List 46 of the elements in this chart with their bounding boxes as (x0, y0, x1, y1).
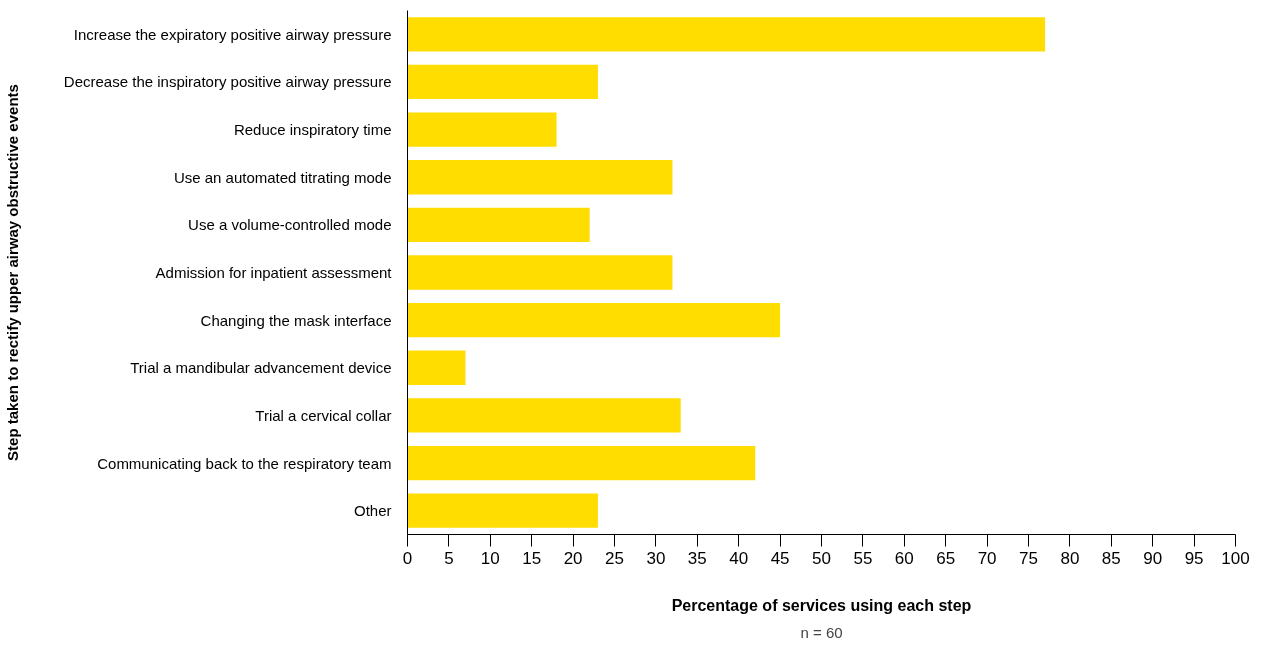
x-tick-label: 30 (646, 548, 666, 568)
y-tick-label: Use an automated titrating mode (173, 168, 392, 186)
y-tick-label: Other (353, 502, 392, 520)
x-tick-label: 25 (605, 548, 624, 568)
y-tick-label: Use a volume-controlled mode (188, 216, 392, 234)
bar (407, 17, 1046, 52)
bar (407, 64, 598, 100)
x-tick-label: 65 (936, 548, 956, 568)
y-tick-label: Decrease the inspiratory positive airway pressure (63, 73, 392, 91)
y-tick-label: Admission for inpatient assessment (155, 264, 393, 281)
x-tick-label: 45 (770, 548, 790, 568)
x-tick-label: 55 (853, 548, 873, 568)
x-tick-label: 95 (1184, 548, 1204, 568)
y-tick-label: Changing the mask interface (200, 311, 392, 329)
x-tick-label: 20 (563, 548, 583, 568)
bar (407, 160, 673, 195)
x-tick-label: 85 (1101, 548, 1121, 568)
y-tick-label: Trial a mandibular advancement device (130, 359, 392, 377)
bar (407, 207, 590, 243)
x-tick-label: 40 (729, 548, 749, 568)
x-tick-label: 100 (1221, 548, 1250, 568)
x-tick-label: 5 (444, 548, 454, 568)
x-tick-label: 10 (480, 548, 500, 568)
x-tick-label: 50 (812, 548, 831, 568)
x-tick-label: 90 (1143, 548, 1163, 568)
x-tick-label: 35 (687, 548, 707, 568)
x-tick-label: 60 (894, 548, 914, 568)
y-tick-label: Reduce inspiratory time (233, 121, 392, 139)
bar (407, 493, 598, 528)
bar (407, 255, 673, 290)
x-tick-label: 70 (977, 548, 997, 568)
text: n = 60 (800, 623, 843, 641)
y-tick-label: Increase the expiratory positive airway pressure (73, 25, 392, 43)
x-tick-label: 15 (522, 548, 542, 568)
bar (407, 302, 781, 338)
x-tick-label: 75 (1019, 548, 1038, 568)
bar (407, 350, 466, 385)
x-tick-label: 0 (402, 548, 413, 568)
x-axis-title: Percentage of services using each step (671, 596, 972, 614)
bar (407, 445, 756, 481)
bar (407, 112, 557, 147)
bar (407, 398, 681, 433)
y-axis-title: Step taken to rectify upper airway obstructive events (3, 84, 21, 461)
y-tick-label: Trial a cervical collar (255, 406, 392, 424)
x-tick-label: 80 (1060, 548, 1080, 568)
y-tick-label: Communicating back to the respiratory team (97, 454, 392, 472)
